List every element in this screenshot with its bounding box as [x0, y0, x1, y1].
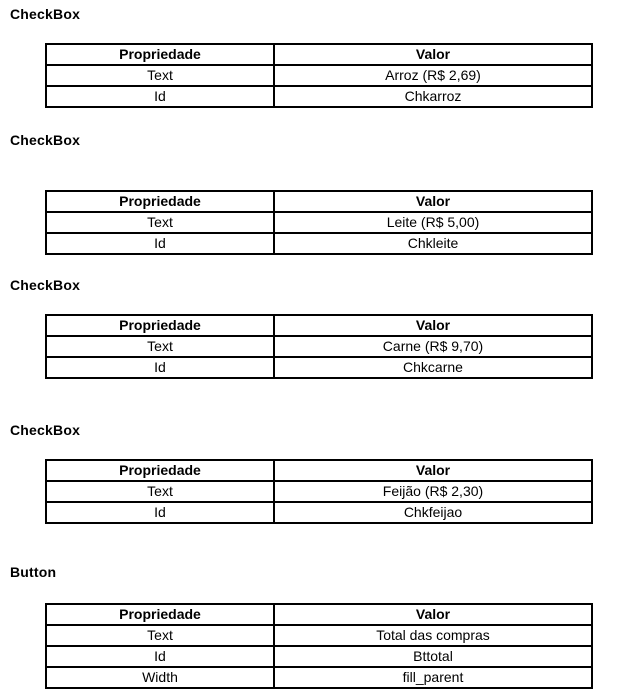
- table-row: Text Total das compras: [45, 624, 593, 647]
- properties-table: Propriedade Valor Text Total das compras…: [45, 603, 593, 689]
- table-row: Width fill_parent: [45, 666, 593, 689]
- table-row: Text Carne (R$ 9,70): [45, 335, 593, 358]
- table-body: Text Leite (R$ 5,00) Id Chkleite: [45, 211, 593, 255]
- section-heading: Button: [10, 564, 57, 580]
- properties-table: Propriedade Valor Text Carne (R$ 9,70) I…: [45, 314, 593, 379]
- property-cell: Text: [45, 64, 275, 87]
- component-section: CheckBox Propriedade Valor Text Carne (R…: [0, 278, 619, 379]
- property-cell: Id: [45, 85, 275, 108]
- table-row: Id Chkleite: [45, 232, 593, 255]
- property-column-header: Propriedade: [45, 190, 275, 213]
- section-heading: CheckBox: [10, 132, 81, 148]
- component-section: CheckBox Propriedade Valor Text Feijão (…: [0, 423, 619, 524]
- properties-table: Propriedade Valor Text Feijão (R$ 2,30) …: [45, 459, 593, 524]
- property-cell: Id: [45, 501, 275, 524]
- component-section: CheckBox Propriedade Valor Text Arroz (R…: [0, 7, 619, 108]
- value-column-header: Valor: [273, 459, 593, 482]
- table-row: Id Chkcarne: [45, 356, 593, 379]
- table-body: Text Feijão (R$ 2,30) Id Chkfeijao: [45, 480, 593, 524]
- property-cell: Id: [45, 356, 275, 379]
- value-cell: fill_parent: [273, 666, 593, 689]
- value-cell: Chkarroz: [273, 85, 593, 108]
- table-body: Text Arroz (R$ 2,69) Id Chkarroz: [45, 64, 593, 108]
- table-header-row: Propriedade Valor: [45, 190, 593, 213]
- property-cell: Text: [45, 211, 275, 234]
- property-cell: Width: [45, 666, 275, 689]
- property-column-header: Propriedade: [45, 314, 275, 337]
- section-heading: CheckBox: [10, 422, 81, 438]
- value-cell: Chkfeijao: [273, 501, 593, 524]
- component-section: CheckBox Propriedade Valor Text Leite (R…: [0, 133, 619, 255]
- table-row: Text Feijão (R$ 2,30): [45, 480, 593, 503]
- properties-table: Propriedade Valor Text Leite (R$ 5,00) I…: [45, 190, 593, 255]
- table-row: Text Leite (R$ 5,00): [45, 211, 593, 234]
- table-row: Id Chkarroz: [45, 85, 593, 108]
- value-cell: Bttotal: [273, 645, 593, 668]
- component-section: Button Propriedade Valor Text Total das …: [0, 565, 619, 689]
- value-column-header: Valor: [273, 190, 593, 213]
- properties-table: Propriedade Valor Text Arroz (R$ 2,69) I…: [45, 43, 593, 108]
- section-heading: CheckBox: [10, 6, 81, 22]
- property-cell: Text: [45, 624, 275, 647]
- table-body: Text Total das compras Id Bttotal Width …: [45, 624, 593, 689]
- property-column-header: Propriedade: [45, 603, 275, 626]
- table-header-row: Propriedade Valor: [45, 314, 593, 337]
- section-heading: CheckBox: [10, 277, 81, 293]
- property-cell: Text: [45, 335, 275, 358]
- property-column-header: Propriedade: [45, 459, 275, 482]
- value-cell: Arroz (R$ 2,69): [273, 64, 593, 87]
- property-cell: Id: [45, 232, 275, 255]
- property-column-header: Propriedade: [45, 43, 275, 66]
- table-header-row: Propriedade Valor: [45, 603, 593, 626]
- property-cell: Id: [45, 645, 275, 668]
- value-cell: Chkcarne: [273, 356, 593, 379]
- value-cell: Chkleite: [273, 232, 593, 255]
- value-column-header: Valor: [273, 43, 593, 66]
- table-row: Id Bttotal: [45, 645, 593, 668]
- property-cell: Text: [45, 480, 275, 503]
- table-header-row: Propriedade Valor: [45, 459, 593, 482]
- value-column-header: Valor: [273, 314, 593, 337]
- value-cell: Feijão (R$ 2,30): [273, 480, 593, 503]
- table-header-row: Propriedade Valor: [45, 43, 593, 66]
- table-row: Text Arroz (R$ 2,69): [45, 64, 593, 87]
- value-cell: Leite (R$ 5,00): [273, 211, 593, 234]
- value-cell: Total das compras: [273, 624, 593, 647]
- table-body: Text Carne (R$ 9,70) Id Chkcarne: [45, 335, 593, 379]
- value-cell: Carne (R$ 9,70): [273, 335, 593, 358]
- value-column-header: Valor: [273, 603, 593, 626]
- table-row: Id Chkfeijao: [45, 501, 593, 524]
